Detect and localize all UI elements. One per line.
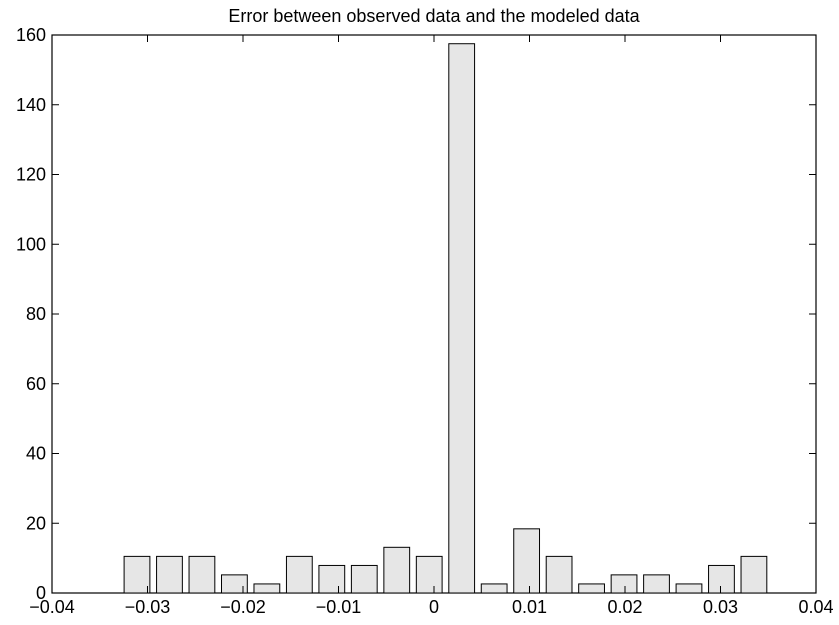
bar-3 [221,574,248,594]
x-tick-label-4: 0 [429,597,439,617]
y-tick-label-1: 20 [26,513,46,533]
bar-0 [123,555,151,594]
y-tick-label-8: 160 [16,25,46,45]
ticks-layer [51,34,817,594]
y-tick-label-6: 120 [16,165,46,185]
bar-12 [513,528,541,594]
bar-6 [318,564,346,594]
labels-layer: −0.04 −0.03 −0.02 −0.01 0 0.01 0.02 0.03 0.04 0 20… [16,25,834,617]
x-tick-label-6: 0.02 [607,597,642,617]
x-tick-label-5: 0.01 [512,597,547,617]
y-tick-label-0: 0 [36,583,46,603]
y-tick-label-7: 140 [16,95,46,115]
bar-1 [156,555,183,594]
bar-13 [545,555,573,594]
bar-18 [708,564,735,594]
bar-4 [253,583,281,594]
bar-5 [285,555,313,594]
bar-17 [675,583,703,594]
x-tick-label-0: −0.04 [29,597,75,617]
y-tick-label-3: 60 [26,374,46,394]
bar-8 [383,546,411,594]
bar-9 [415,555,443,594]
y-tick-label-4: 80 [26,304,46,324]
x-tick-label-3: −0.01 [316,597,362,617]
bar-16 [643,574,670,594]
y-tick-label-5: 100 [16,234,46,254]
bar-15 [610,574,638,594]
plot-frame [51,34,817,594]
chart-title: Error between observed data and the mode… [228,6,640,26]
y-tick-label-2: 40 [26,444,46,464]
bar-10 [448,43,476,594]
bar-14 [578,583,605,594]
bar-19 [740,555,768,594]
bar-11 [480,583,508,594]
x-tick-label-8: 0.04 [798,597,833,617]
x-tick-label-1: −0.03 [125,597,171,617]
bars-layer [123,43,768,594]
x-tick-label-2: −0.02 [220,597,266,617]
bar-2 [188,555,216,594]
x-tick-label-7: 0.03 [703,597,738,617]
bar-7 [350,564,378,594]
